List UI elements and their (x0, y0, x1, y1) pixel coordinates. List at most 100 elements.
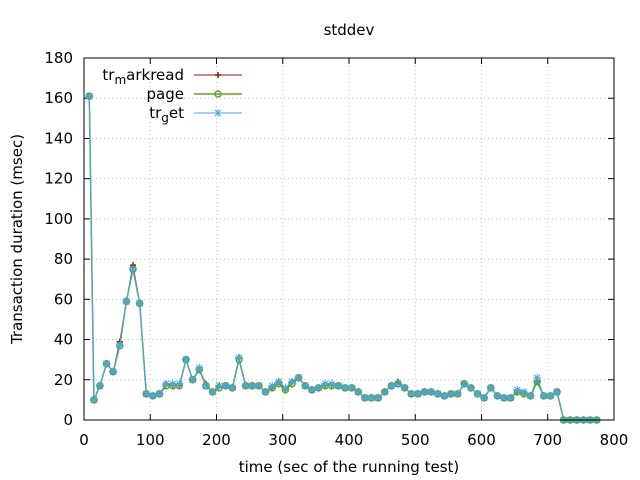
y-tick-label: 60 (54, 290, 73, 308)
legend-marker (215, 72, 221, 78)
legend-label-base: tr (149, 104, 162, 122)
data-point (148, 391, 157, 400)
x-tick-label: 400 (335, 431, 364, 449)
x-tick-label: 0 (79, 431, 89, 449)
grid (84, 58, 614, 420)
data-point (500, 393, 509, 402)
legend-label-subscript: g (161, 111, 169, 125)
data-point (301, 381, 310, 390)
data-point (215, 381, 224, 390)
data-point (188, 375, 197, 384)
data-point (254, 381, 263, 390)
data-point (380, 387, 389, 396)
data-point (182, 355, 191, 364)
x-tick-label: 600 (467, 431, 496, 449)
data-point (85, 92, 94, 101)
legend-entry: trmarkread (102, 66, 242, 87)
legend-label-base: page (147, 85, 184, 103)
y-tick-label: 80 (54, 250, 73, 268)
data-point (175, 379, 184, 388)
data-point (228, 383, 237, 392)
data-point (195, 363, 204, 372)
plot-area (85, 92, 601, 424)
data-point (440, 391, 449, 400)
series-tr-markread (86, 93, 600, 423)
data-point (493, 391, 502, 400)
data-point (394, 379, 403, 388)
data-point (89, 395, 98, 404)
data-point (513, 385, 522, 394)
data-point (546, 391, 555, 400)
data-point (360, 393, 369, 402)
x-tick-labels: 0 100 200 300 400 500 600 700 800 (79, 431, 628, 449)
data-point (420, 387, 429, 396)
data-point (142, 389, 151, 398)
data-point (109, 367, 118, 376)
legend-marker (214, 90, 222, 98)
data-point (387, 381, 396, 390)
legend-marker (214, 109, 222, 117)
x-tick-label: 500 (401, 431, 430, 449)
data-point (321, 379, 330, 388)
data-point (261, 387, 270, 396)
x-tick-label: 200 (202, 431, 231, 449)
data-point (281, 383, 290, 392)
data-point (407, 389, 416, 398)
y-tick-label: 180 (44, 49, 73, 67)
x-axis-label: time (sec of the running test) (239, 458, 460, 476)
data-point (102, 359, 111, 368)
data-point (294, 373, 303, 382)
y-tick-label: 40 (54, 331, 73, 349)
data-point (235, 353, 244, 362)
data-point (288, 377, 297, 386)
series-line (88, 96, 597, 421)
legend-label-rest: et (169, 104, 184, 122)
legend-label: trmarkread (102, 66, 184, 87)
data-point (533, 373, 542, 382)
x-tick-label: 700 (533, 431, 562, 449)
y-tick-label: 0 (63, 411, 73, 429)
data-point (486, 383, 495, 392)
data-point (241, 381, 250, 390)
data-point (539, 391, 548, 400)
data-point (460, 379, 469, 388)
data-point (221, 381, 230, 390)
x-tick-label: 300 (268, 431, 297, 449)
data-point (327, 379, 336, 388)
y-tick-label: 20 (54, 371, 73, 389)
data-point (519, 387, 528, 396)
data-point (480, 393, 489, 402)
data-point (135, 299, 144, 308)
data-point (115, 341, 124, 350)
data-point (162, 379, 171, 388)
data-point (413, 389, 422, 398)
x-tick-label: 800 (600, 431, 629, 449)
plot-frame (83, 57, 615, 421)
data-point (354, 387, 363, 396)
y-tick-label: 120 (44, 170, 73, 188)
series-line (88, 96, 597, 421)
y-axis-label: Transaction duration (msec) (8, 134, 26, 345)
data-point (248, 381, 257, 390)
data-point (201, 381, 210, 390)
data-point (367, 393, 376, 402)
data-point (155, 389, 164, 398)
data-point (307, 385, 316, 394)
data-point (341, 383, 350, 392)
legend-label-subscript: m (114, 73, 126, 87)
data-point (427, 387, 436, 396)
series-line (88, 96, 597, 421)
series-tr-get (85, 92, 601, 424)
legend-label-base: tr (102, 66, 115, 84)
legend-label: trget (149, 104, 184, 125)
data-point (506, 393, 515, 402)
data-point (95, 381, 104, 390)
legend-entry: trget (149, 104, 242, 125)
legend-label-rest: arkread (126, 66, 184, 84)
data-point (447, 389, 456, 398)
data-point (553, 387, 562, 396)
data-point (168, 379, 177, 388)
y-tick-label: 160 (44, 89, 73, 107)
